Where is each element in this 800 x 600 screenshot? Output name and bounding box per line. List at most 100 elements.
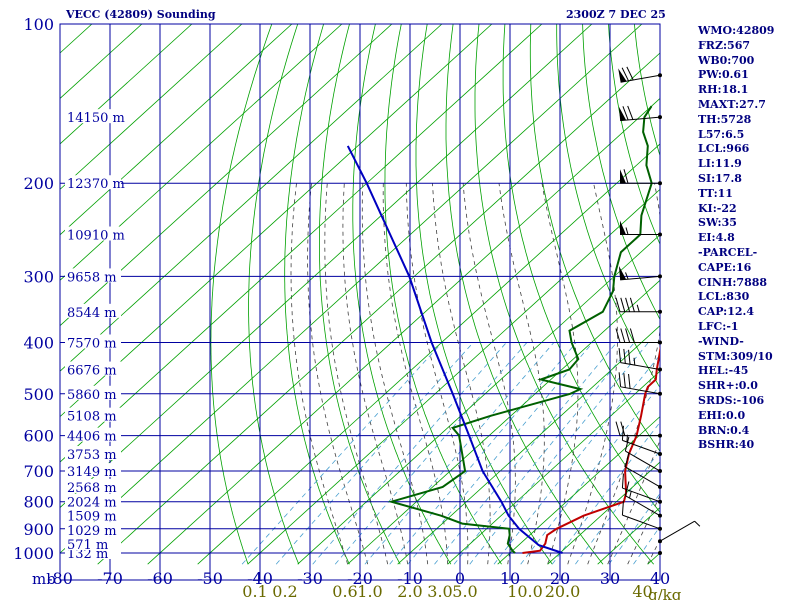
mixing-ratio-label: 2.0	[397, 582, 422, 600]
dry-adiabat	[608, 24, 660, 246]
chart-title: VECC (42809) Sounding	[66, 8, 216, 21]
wind-barb-flag	[620, 220, 626, 235]
height-label: 3753 m	[67, 448, 117, 463]
height-label-bg	[65, 385, 121, 400]
isotherm	[197, 143, 660, 565]
wind-barb-shaft	[620, 275, 661, 281]
mixing-ratio-line	[520, 384, 660, 565]
wind-barb-feather	[623, 373, 626, 388]
height-label: 4406 m	[67, 430, 117, 445]
height-label-bg	[65, 407, 121, 422]
dry-adiabat	[582, 24, 660, 321]
moist-adiabat	[361, 183, 429, 565]
dry-adiabat	[319, 24, 401, 565]
index-value: LCL:830	[698, 290, 750, 304]
pressure-unit-label: mb	[32, 570, 56, 588]
index-value: -PARCEL-	[698, 245, 758, 259]
index-value: CAP:12.4	[698, 305, 755, 319]
wind-barb-feather	[628, 373, 631, 389]
mixing-ratio-label: 0.6	[332, 582, 357, 600]
wind-barb-shaft	[620, 362, 661, 371]
isotherm	[547, 461, 660, 565]
height-label-bg	[65, 175, 121, 190]
wind-barb-feather	[620, 421, 626, 436]
mixing-ratio-line	[241, 342, 443, 565]
moist-adiabat	[405, 183, 469, 565]
height-label: 1509 m	[67, 510, 117, 525]
isotherm	[60, 24, 343, 281]
moist-adiabat	[498, 183, 545, 565]
mixing-ratio-label: 10.0	[507, 582, 543, 600]
height-label: 8544 m	[67, 306, 117, 321]
index-value: -WIND-	[698, 334, 744, 348]
index-value: WB0:700	[698, 53, 755, 67]
wind-barb-feather	[629, 328, 635, 343]
wind-barb-feather	[621, 500, 624, 516]
wind-barb-feather	[621, 473, 624, 489]
wind-barb-feather	[615, 297, 621, 312]
pressure-tick-label: 1000	[13, 544, 54, 563]
isotherm	[60, 24, 443, 372]
wind-barb-flag	[618, 68, 627, 83]
height-label: 10910 m	[67, 229, 125, 244]
isotherm	[97, 52, 660, 565]
indices-panel: WMO:42809 FRZ:567 WB0:700 PW:0.61 RH:18.1 MAX…	[698, 24, 798, 453]
moist-adiabat	[290, 183, 349, 565]
index-value: EHI:0.0	[698, 408, 746, 422]
pressure-tick-label: 900	[23, 520, 54, 539]
moist-adiabat	[462, 183, 516, 565]
height-label: 6676 m	[67, 364, 117, 379]
index-value: BRN:0.4	[698, 423, 750, 437]
temperature-tick-label: -80	[47, 569, 73, 588]
height-label-bg	[65, 109, 121, 124]
moist-adiabat	[324, 183, 389, 565]
wind-barb-half-feather	[625, 272, 629, 280]
index-value: FRZ:567	[698, 38, 751, 52]
dry-adiabat	[445, 24, 604, 565]
mixing-ratio-label: 1.0	[357, 582, 382, 600]
mixing-ratio-line	[389, 342, 577, 565]
moist-adiabat	[541, 183, 579, 565]
mixing-ratio-label: 0.1	[242, 582, 267, 600]
parcel-trace	[346, 145, 563, 554]
mixing-ratio-unit: g/kg	[648, 586, 682, 600]
index-value: SRDS:-106	[698, 393, 765, 407]
dry-adiabat	[248, 24, 300, 565]
index-value: BSHR:40	[698, 438, 755, 452]
mixing-ratio-line	[469, 342, 649, 565]
mixing-ratio-line	[312, 342, 507, 565]
index-value: HEL:-45	[698, 364, 749, 378]
temperature-tick-label: 0	[455, 569, 465, 588]
wind-barb-feather	[626, 66, 634, 81]
wind-barb-feather	[620, 297, 626, 312]
index-value: TH:5728	[698, 112, 752, 126]
wind-barb-shaft	[620, 74, 661, 83]
index-value: LI:11.9	[698, 157, 742, 171]
isotherm	[60, 24, 243, 190]
height-label-bg	[65, 226, 121, 241]
dry-adiabat	[352, 24, 452, 565]
isotherm	[347, 279, 660, 565]
wind-barb-shaft	[625, 466, 661, 488]
temperature-tick-label: -10	[397, 569, 423, 588]
isotherm	[497, 416, 660, 565]
temperature-tick-label: 30	[600, 569, 620, 588]
height-label-bg	[65, 446, 121, 461]
temperature-trace	[522, 345, 660, 554]
moist-adiabat	[567, 183, 618, 565]
isotherm	[60, 24, 643, 554]
wind-barb-feather	[623, 169, 629, 184]
wind-barb-feather	[624, 481, 630, 496]
wind-barb-flag	[618, 265, 627, 280]
wind-barb-flag	[618, 106, 627, 121]
temperature-tick-label: -40	[247, 569, 273, 588]
wind-barb-feather	[625, 328, 631, 343]
height-label-bg	[65, 303, 121, 318]
index-value: SW:35	[698, 216, 737, 230]
wind-barb-shaft	[622, 439, 661, 455]
isotherm	[60, 24, 293, 236]
temperature-tick-label: -20	[347, 569, 373, 588]
moist-adiabat	[607, 439, 660, 565]
moist-adiabat	[382, 183, 449, 565]
